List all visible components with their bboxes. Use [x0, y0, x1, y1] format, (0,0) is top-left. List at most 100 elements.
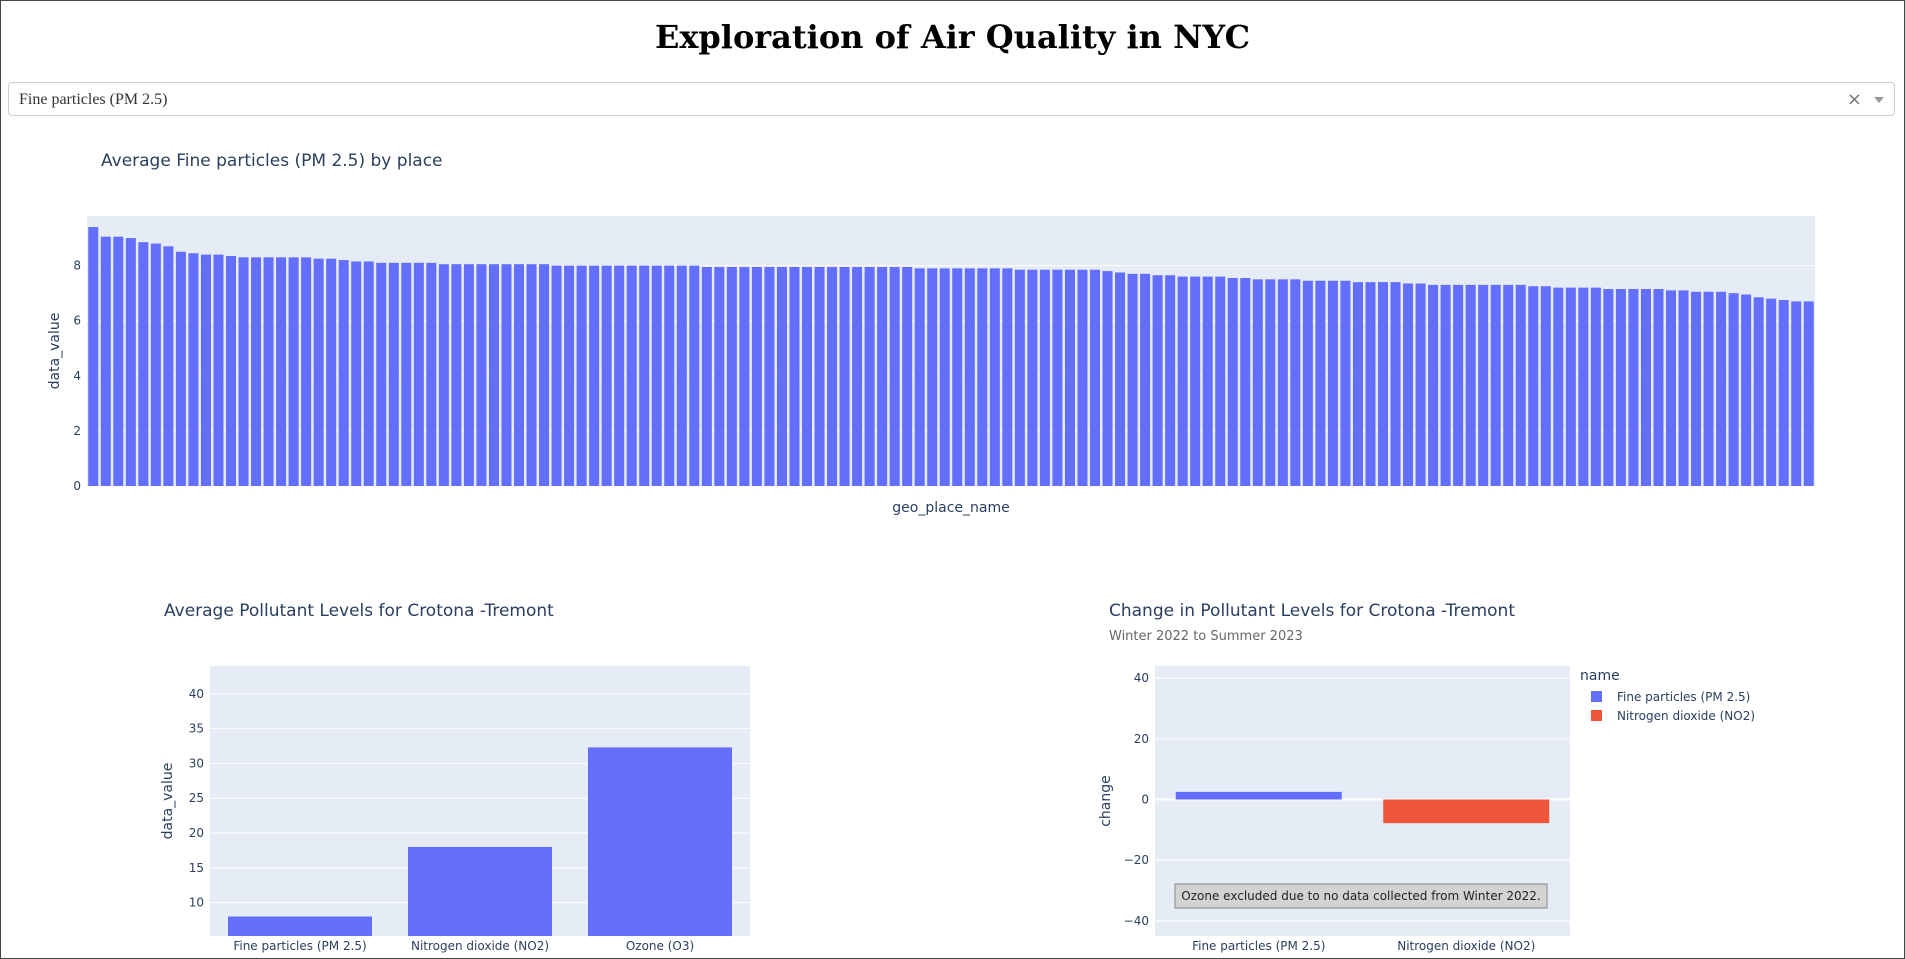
- bar: [1603, 289, 1614, 486]
- annotation-box: [1174, 883, 1548, 909]
- bar: [301, 257, 312, 486]
- bar: [1428, 284, 1439, 486]
- bar: [1415, 283, 1426, 486]
- bar: [814, 266, 825, 486]
- bar: [138, 242, 149, 486]
- bar: [739, 266, 750, 486]
- bar: [1227, 277, 1238, 486]
- bar: [1383, 799, 1550, 824]
- bar: [1077, 269, 1088, 486]
- pollutant-change-chart: Change in Pollutant Levels for Crotona -…: [1098, 601, 1755, 953]
- bar: [163, 246, 174, 486]
- bar: [989, 268, 1000, 486]
- bar: [501, 264, 512, 486]
- clear-icon[interactable]: ×: [1846, 89, 1862, 110]
- bar: [551, 265, 562, 486]
- bar: [408, 846, 552, 936]
- bar: [839, 266, 850, 486]
- bar: [889, 266, 900, 486]
- bar: [313, 258, 324, 486]
- bar: [776, 266, 787, 486]
- bar: [1540, 286, 1551, 486]
- bar: [827, 266, 838, 486]
- bar: [326, 258, 337, 486]
- y-tick-label: −20: [1124, 853, 1149, 867]
- y-axis-title: change: [1098, 775, 1114, 827]
- bar: [801, 266, 813, 486]
- bar: [1027, 269, 1038, 486]
- bar: [150, 243, 161, 486]
- bar: [125, 238, 136, 486]
- bar: [1177, 276, 1188, 486]
- x-tick-label: Ozone (O3): [626, 939, 694, 953]
- bar: [513, 264, 525, 486]
- y-axis-title: data_value: [160, 763, 176, 840]
- bar: [1653, 289, 1664, 486]
- bar: [1590, 287, 1601, 486]
- bar: [1440, 284, 1451, 486]
- bar: [1390, 282, 1401, 486]
- bar: [726, 266, 737, 486]
- bar: [1064, 269, 1075, 486]
- bar: [276, 257, 287, 486]
- pollutant-dropdown[interactable]: Fine particles (PM 2.5) ×: [8, 82, 1895, 116]
- bar: [1565, 287, 1576, 486]
- bar: [413, 262, 424, 486]
- bar: [1002, 268, 1013, 486]
- bar: [1753, 297, 1764, 486]
- page-title: Exploration of Air Quality in NYC: [654, 18, 1251, 56]
- bar: [1190, 276, 1201, 486]
- bar: [1152, 275, 1163, 486]
- y-tick-label: 8: [73, 259, 81, 273]
- bar: [1691, 291, 1702, 486]
- bar: [1403, 283, 1414, 486]
- bar: [1377, 282, 1389, 486]
- plot-background: [87, 216, 1815, 486]
- bar: [288, 257, 299, 486]
- bar: [714, 266, 725, 486]
- bar: [1352, 282, 1363, 486]
- bar: [338, 260, 349, 486]
- bar: [1741, 294, 1752, 486]
- bar: [228, 916, 372, 936]
- bar: [1327, 280, 1338, 486]
- bar: [977, 268, 988, 486]
- bar: [1703, 291, 1714, 486]
- bar: [363, 261, 374, 486]
- annotation-text: Ozone excluded due to no data collected …: [1181, 889, 1540, 903]
- y-tick-label: 35: [189, 722, 204, 736]
- bar: [376, 262, 387, 486]
- bar: [1175, 791, 1342, 800]
- chart-title: Average Fine particles (PM 2.5) by place: [101, 151, 443, 171]
- bar: [463, 264, 474, 486]
- bar: [1791, 301, 1802, 486]
- y-tick-label: 0: [1141, 792, 1149, 806]
- bar: [225, 255, 237, 486]
- y-tick-label: 30: [189, 756, 204, 770]
- y-tick-label: 2: [73, 424, 81, 438]
- bar: [1340, 280, 1351, 486]
- bar: [426, 262, 437, 486]
- bar: [1515, 284, 1526, 486]
- bar: [564, 265, 575, 486]
- bar: [664, 265, 675, 486]
- bar: [1678, 290, 1689, 486]
- chevron-down-icon[interactable]: [1874, 97, 1884, 103]
- bar: [238, 257, 249, 486]
- bar: [676, 265, 687, 486]
- bar: [614, 265, 625, 486]
- chart-title: Change in Pollutant Levels for Crotona -…: [1109, 601, 1515, 621]
- bar: [88, 227, 99, 486]
- bar: [451, 264, 462, 486]
- legend-swatch: [1591, 710, 1602, 721]
- bar: [1503, 284, 1514, 486]
- bar: [401, 262, 412, 486]
- bar: [651, 265, 662, 486]
- bar: [1465, 284, 1476, 486]
- bar: [175, 251, 186, 486]
- bar: [1628, 289, 1639, 486]
- bar: [751, 266, 762, 486]
- bar: [1766, 298, 1777, 486]
- bar: [1102, 271, 1113, 486]
- bar: [1728, 293, 1739, 486]
